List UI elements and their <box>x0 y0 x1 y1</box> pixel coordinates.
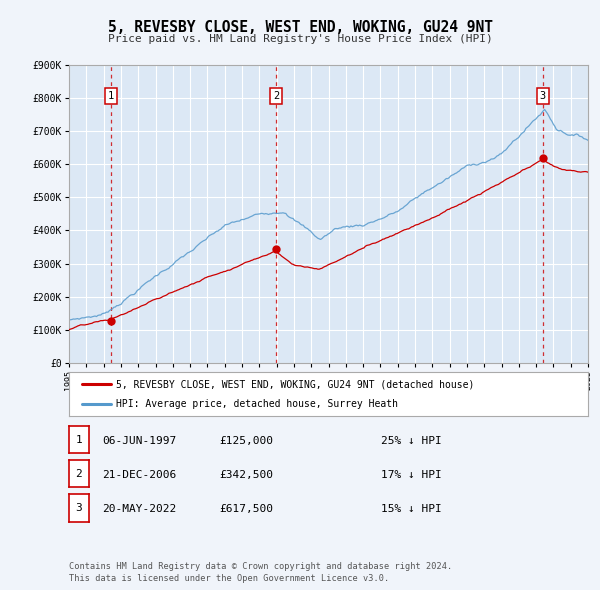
Text: £617,500: £617,500 <box>219 504 273 514</box>
Text: Price paid vs. HM Land Registry's House Price Index (HPI): Price paid vs. HM Land Registry's House … <box>107 34 493 44</box>
Text: 06-JUN-1997: 06-JUN-1997 <box>102 435 176 445</box>
Text: 17% ↓ HPI: 17% ↓ HPI <box>381 470 442 480</box>
Text: HPI: Average price, detached house, Surrey Heath: HPI: Average price, detached house, Surr… <box>116 399 398 408</box>
Text: 1: 1 <box>108 91 115 101</box>
Text: 5, REVESBY CLOSE, WEST END, WOKING, GU24 9NT: 5, REVESBY CLOSE, WEST END, WOKING, GU24… <box>107 20 493 35</box>
Text: 15% ↓ HPI: 15% ↓ HPI <box>381 504 442 514</box>
Text: 20-MAY-2022: 20-MAY-2022 <box>102 504 176 514</box>
Text: 3: 3 <box>539 91 546 101</box>
Text: 3: 3 <box>76 503 82 513</box>
Text: 5, REVESBY CLOSE, WEST END, WOKING, GU24 9NT (detached house): 5, REVESBY CLOSE, WEST END, WOKING, GU24… <box>116 379 474 389</box>
Text: £125,000: £125,000 <box>219 435 273 445</box>
Text: 2: 2 <box>273 91 279 101</box>
Text: Contains HM Land Registry data © Crown copyright and database right 2024.
This d: Contains HM Land Registry data © Crown c… <box>69 562 452 583</box>
Text: 25% ↓ HPI: 25% ↓ HPI <box>381 435 442 445</box>
Text: 21-DEC-2006: 21-DEC-2006 <box>102 470 176 480</box>
Text: £342,500: £342,500 <box>219 470 273 480</box>
Text: 1: 1 <box>76 435 82 444</box>
Text: 2: 2 <box>76 469 82 478</box>
